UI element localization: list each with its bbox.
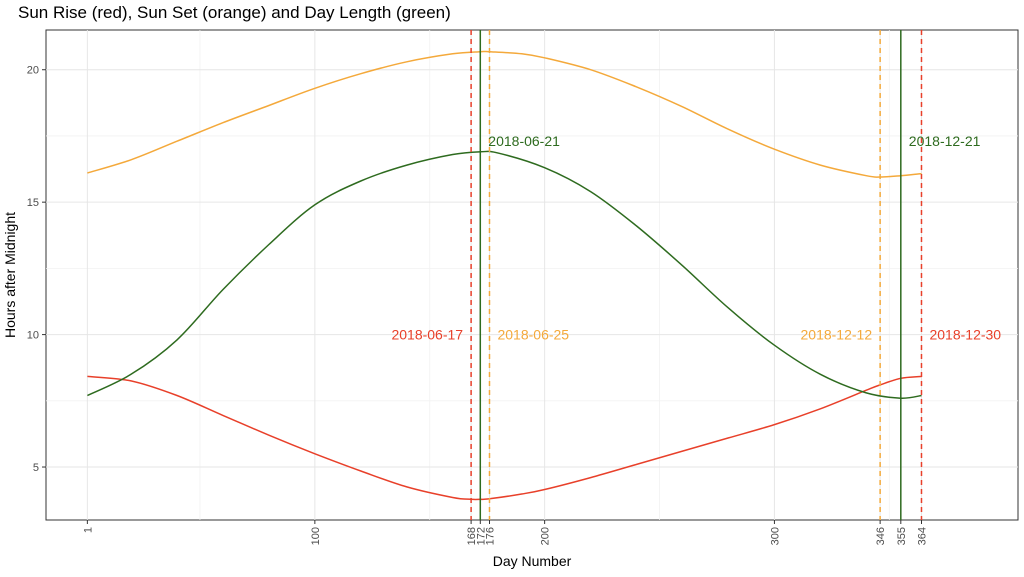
- x-tick-label: 176: [484, 527, 496, 545]
- y-tick-label: 10: [27, 330, 39, 342]
- annotation-2018-06-17: 2018-06-17: [391, 327, 463, 343]
- y-tick-label: 15: [27, 197, 39, 209]
- series-line-sunset: [87, 50, 922, 178]
- annotation-2018-06-21: 2018-06-21: [488, 133, 560, 149]
- x-axis-label: Day Number: [493, 553, 572, 569]
- x-tick-label: 364: [916, 527, 928, 545]
- x-tick-label: 168: [466, 527, 478, 545]
- x-tick-label: 1: [82, 527, 94, 533]
- x-tick-label: 100: [310, 527, 322, 545]
- annotation-2018-06-25: 2018-06-25: [497, 327, 569, 343]
- series-line-sunrise: [87, 375, 922, 501]
- chart-title: Sun Rise (red), Sun Set (orange) and Day…: [18, 3, 451, 22]
- x-tick-label: 300: [769, 527, 781, 545]
- reference-lines: [470, 30, 923, 520]
- y-tick-label: 20: [27, 65, 39, 77]
- annotation-2018-12-21: 2018-12-21: [909, 133, 981, 149]
- series-line-day-length: [87, 150, 922, 399]
- y-tick-label: 5: [33, 462, 39, 474]
- x-tick-label: 200: [540, 527, 552, 545]
- annotation-2018-12-30: 2018-12-30: [929, 327, 1001, 343]
- y-axis-ticks: 5 10 15 20: [27, 65, 46, 474]
- annotation-2018-12-12: 2018-12-12: [801, 327, 873, 343]
- y-axis-label: Hours after Midnight: [2, 212, 18, 338]
- series-lines: [87, 50, 922, 501]
- x-tick-label: 355: [896, 527, 908, 545]
- date-annotations: 2018-06-17 2018-06-21 2018-06-25 2018-12-12…: [391, 133, 1001, 342]
- x-tick-label: 346: [875, 527, 887, 545]
- plot-panel: [45, 29, 1019, 521]
- x-tick-label: 172: [475, 527, 487, 545]
